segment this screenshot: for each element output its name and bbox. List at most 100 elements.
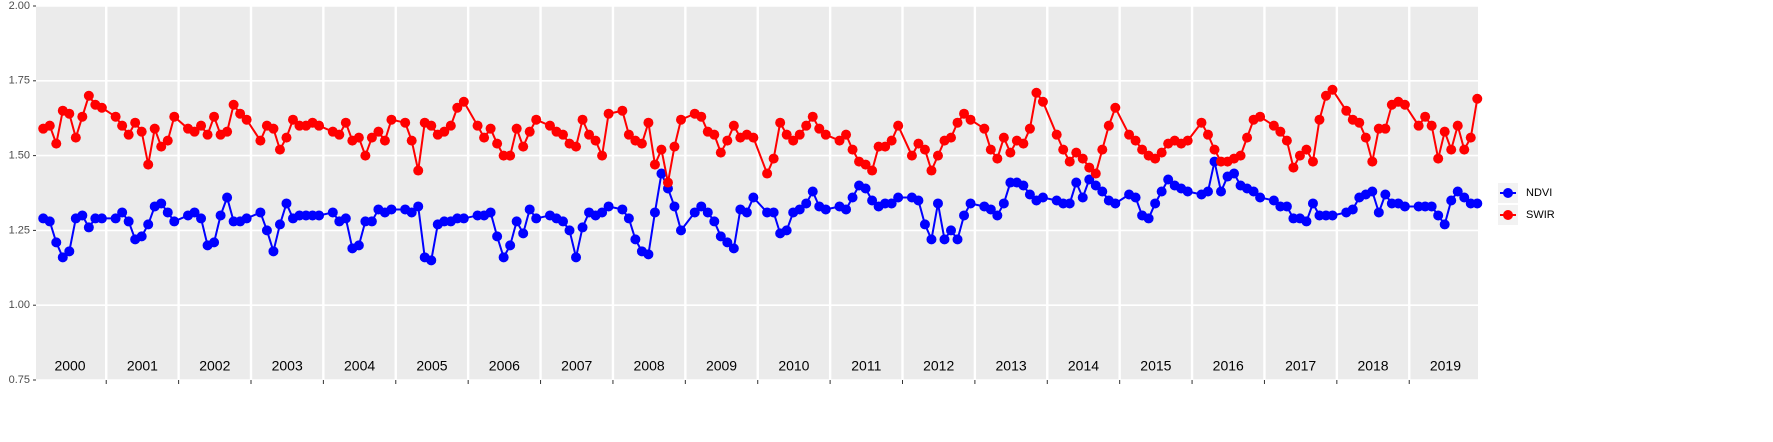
point [913,195,924,206]
point [458,96,469,107]
point [156,141,167,152]
point [1235,150,1246,161]
point [919,219,930,230]
point [1426,120,1437,131]
point [571,252,582,263]
point [571,141,582,152]
point [1110,102,1121,113]
point [1124,129,1135,140]
point [1150,153,1161,164]
point [96,213,107,224]
point [781,225,792,236]
point [189,126,200,137]
point [998,198,1009,209]
year-label: 2008 [634,358,665,374]
point [458,213,469,224]
point [965,198,976,209]
point [83,90,94,101]
point [143,159,154,170]
point [603,108,614,119]
point [544,120,555,131]
point [241,213,252,224]
point [597,207,608,218]
point [959,210,970,221]
point [268,246,279,257]
point [794,129,805,140]
point [196,120,207,131]
point [1163,174,1174,185]
point [709,216,720,227]
point [1018,138,1029,149]
point [1130,192,1141,203]
point [366,132,377,143]
point [696,201,707,212]
point [1229,168,1240,179]
point [472,120,483,131]
point [366,216,377,227]
point [794,204,805,215]
point [775,117,786,128]
point [1071,147,1082,158]
point [1064,198,1075,209]
point [1452,120,1463,131]
point [287,114,298,125]
point [505,240,516,251]
point [228,99,239,110]
point [906,150,917,161]
point [413,165,424,176]
point [518,141,529,152]
point [196,213,207,224]
point [617,105,628,116]
point [1255,111,1266,122]
point [722,237,733,248]
point [675,225,686,236]
point [406,135,417,146]
year-label: 2014 [1068,358,1099,374]
point [1288,162,1299,173]
year-label: 2005 [416,358,447,374]
point [1024,123,1035,134]
point [360,150,371,161]
point [1268,120,1279,131]
point [1156,186,1167,197]
point [1459,192,1470,203]
year-label: 2001 [127,358,158,374]
point [768,207,779,218]
point [662,177,673,188]
point [748,192,759,203]
point [913,138,924,149]
point [623,213,634,224]
point [44,216,55,227]
point [452,102,463,113]
point [1320,90,1331,101]
point [702,207,713,218]
point [235,108,246,119]
point [564,225,575,236]
point [715,231,726,242]
point [156,198,167,209]
point [1037,96,1048,107]
point [1380,189,1391,200]
point [841,129,852,140]
point [1294,150,1305,161]
point [1097,186,1108,197]
point [274,144,285,155]
year-label: 2004 [344,358,375,374]
legend-point [1503,188,1513,198]
point [1255,192,1266,203]
point [255,135,266,146]
point [1439,126,1450,137]
point [426,120,437,131]
point [1090,168,1101,179]
point [1182,135,1193,146]
point [1307,198,1318,209]
point [1037,192,1048,203]
point [675,114,686,125]
point [123,129,134,140]
y-tick-label: 1.75 [9,75,30,87]
point [1216,186,1227,197]
point [136,126,147,137]
point [143,219,154,230]
point [1090,180,1101,191]
point [314,120,325,131]
